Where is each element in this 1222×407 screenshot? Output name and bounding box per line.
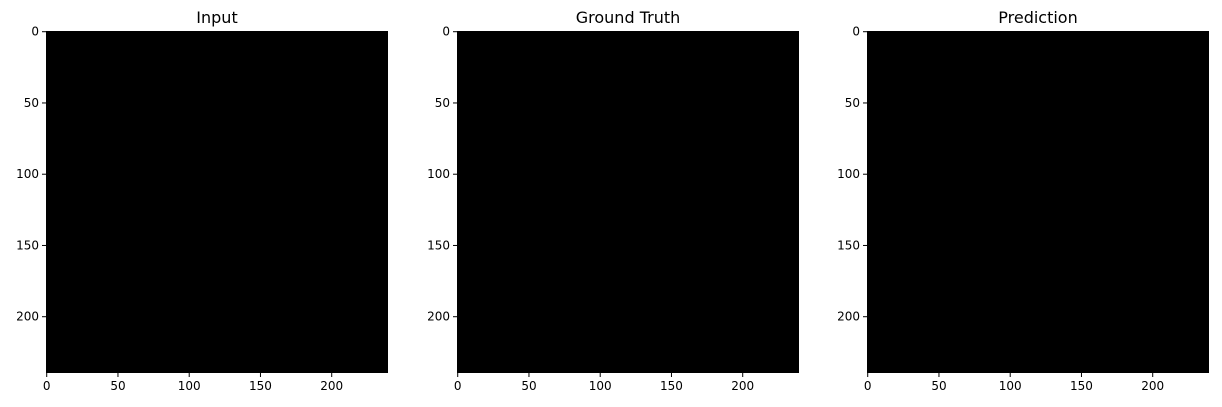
y-tick-label: 50 [24,96,39,110]
x-tick-label: 50 [521,379,536,393]
y-tick-label: 150 [427,238,450,252]
subplot-3: Prediction 0 50 100 150 200 0 50 100 150 200 [837,8,1209,393]
x-tick-label: 200 [731,379,754,393]
x-tick-label: 200 [1141,379,1164,393]
y-tick-label: 200 [427,310,450,324]
y-tick-label: 50 [845,96,860,110]
y-tick-label: 0 [442,25,450,39]
y-tick-label: 50 [435,96,450,110]
y-tick-label: 150 [16,238,39,252]
image-area [457,31,799,373]
chart-title: Ground Truth [576,8,681,27]
axes-frame [457,31,799,373]
subplot-2: Ground Truth 0 50 100 150 200 0 50 100 150 200 [427,8,799,393]
x-tick-label: 100 [178,379,201,393]
y-tick-label: 100 [837,167,860,181]
x-tick-label: 0 [43,379,51,393]
image-area [46,31,388,373]
chart-title: Prediction [998,8,1077,27]
axes-frame [46,31,388,373]
x-tick-label: 50 [110,379,125,393]
x-tick-label: 0 [454,379,462,393]
axes-frame [867,31,1209,373]
x-tick-label: 200 [320,379,343,393]
x-tick-label: 150 [249,379,272,393]
y-tick-label: 100 [16,167,39,181]
x-tick-label: 150 [1070,379,1093,393]
x-tick-label: 50 [931,379,946,393]
x-tick-label: 150 [660,379,683,393]
y-tick-label: 200 [16,310,39,324]
y-tick-label: 0 [852,25,860,39]
y-tick-label: 150 [837,238,860,252]
x-tick-label: 100 [589,379,612,393]
x-tick-label: 0 [864,379,872,393]
image-area [867,31,1209,373]
x-tick-label: 100 [999,379,1022,393]
y-tick-label: 100 [427,167,450,181]
y-tick-label: 0 [31,25,39,39]
chart-title: Input [196,8,237,27]
subplot-1: Input 0 50 100 150 200 0 50 100 150 200 [16,8,388,393]
y-tick-label: 200 [837,310,860,324]
